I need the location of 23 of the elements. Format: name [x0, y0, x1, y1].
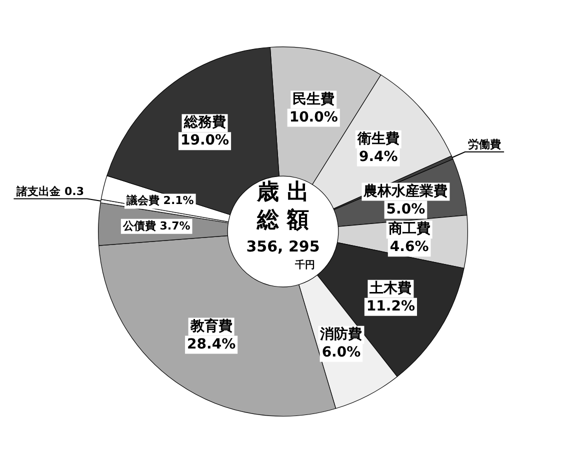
data-label: 11.2% [366, 298, 416, 315]
data-label: 19.0% [180, 132, 230, 149]
data-label: 10.0% [289, 109, 338, 126]
slice-label: 消防費 [319, 325, 362, 342]
data-label: 5.0% [386, 201, 426, 218]
slice-label: 農林水産業費 [362, 182, 448, 200]
data-label: 28.4% [187, 336, 236, 352]
slice-label: 商工費 [387, 220, 430, 238]
text: 356, 295 [246, 237, 320, 256]
text: 歳 出総 額 [256, 180, 309, 234]
slice-label: 公債費 3.7% [122, 219, 190, 232]
slice-label: 総務費 [182, 114, 226, 131]
slice-label: 労働費 [468, 138, 502, 152]
slice-label: 土木費 [368, 280, 412, 297]
text: 千円 [294, 259, 315, 272]
slice-label: 教育費 [189, 317, 232, 334]
slice-label: 諸支出金 0.3 [16, 185, 84, 198]
data-label: 4.6% [390, 239, 429, 256]
slice-label: 議会費 2.1% [125, 194, 194, 208]
data-label: 9.4% [358, 149, 398, 166]
slice-label: 民生費 [292, 91, 335, 108]
slice-label: 衛生費 [356, 131, 400, 148]
data-label: 6.0% [322, 344, 361, 360]
